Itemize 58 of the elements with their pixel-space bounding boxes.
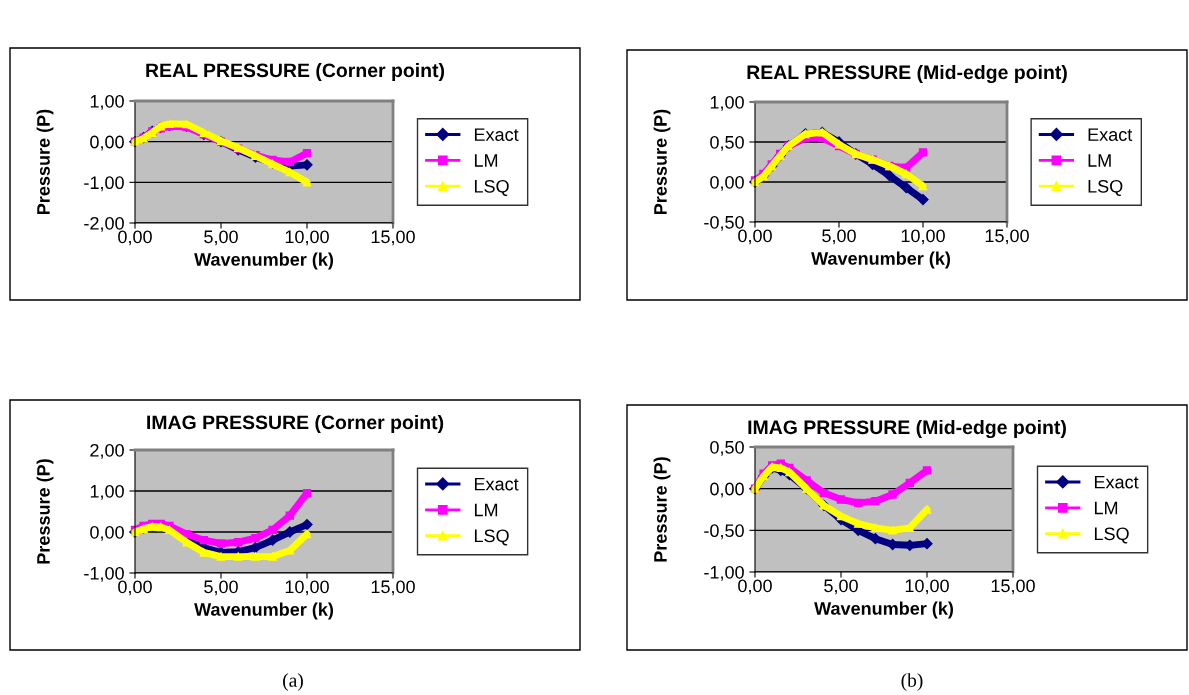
x-axis-title: Wavenumber (k) bbox=[814, 601, 953, 619]
y-tick-label: -1,00 bbox=[84, 566, 124, 582]
x-tick-label: 5,00 bbox=[204, 230, 238, 246]
legend-label: LSQ bbox=[474, 179, 509, 196]
y-axis-title: Pressure (P) bbox=[36, 109, 54, 214]
legend-label: Exact bbox=[1088, 128, 1133, 141]
y-axis-title: Pressure (P) bbox=[653, 457, 671, 562]
chart-title: REAL PRESSURE (Mid-edge point) bbox=[747, 64, 1067, 84]
legend-label: LM bbox=[1088, 154, 1111, 167]
x-tick-label: 10,00 bbox=[285, 580, 329, 596]
x-tick-label: 0,00 bbox=[118, 230, 152, 246]
y-tick-label: -1,00 bbox=[84, 176, 124, 192]
x-axis-title: Wavenumber (k) bbox=[194, 602, 333, 620]
x-tick-label: 5,00 bbox=[822, 229, 856, 245]
x-tick-label: 0,00 bbox=[738, 229, 772, 245]
chart-title: IMAG PRESSURE (Mid-edge point) bbox=[748, 419, 1066, 439]
x-tick-label: 5,00 bbox=[824, 579, 858, 595]
legend-label: Exact bbox=[1094, 475, 1139, 489]
x-tick-label: 15,00 bbox=[371, 580, 415, 596]
y-tick-label: 0,00 bbox=[90, 135, 124, 151]
y-tick-label: 0,50 bbox=[710, 440, 744, 456]
legend-label: LSQ bbox=[1088, 179, 1123, 196]
x-tick-label: 15,00 bbox=[991, 579, 1035, 595]
y-tick-label: 2,00 bbox=[90, 443, 124, 459]
y-tick-label: 0,00 bbox=[710, 482, 744, 498]
legend-label: LM bbox=[474, 154, 498, 167]
legend-label: Exact bbox=[474, 128, 519, 141]
x-tick-label: 15,00 bbox=[985, 229, 1029, 245]
legend-label: LM bbox=[474, 503, 498, 517]
x-tick-label: 0,00 bbox=[738, 579, 772, 595]
legend-label: Exact bbox=[474, 477, 519, 491]
legend-label: LSQ bbox=[474, 529, 509, 546]
x-tick-label: 10,00 bbox=[285, 230, 329, 246]
legend-label: LSQ bbox=[1094, 527, 1129, 544]
text: (b) bbox=[901, 673, 923, 691]
y-tick-label: 1,00 bbox=[90, 484, 124, 500]
y-tick-label: -1,00 bbox=[704, 565, 744, 581]
y-tick-label: -0,50 bbox=[704, 215, 744, 231]
y-tick-label: 0,00 bbox=[90, 525, 124, 541]
y-axis-title: Pressure (P) bbox=[653, 109, 671, 214]
chart-title: REAL PRESSURE (Corner point) bbox=[146, 62, 445, 82]
y-tick-label: 1,00 bbox=[90, 94, 124, 110]
x-tick-label: 5,00 bbox=[204, 580, 238, 596]
x-tick-label: 10,00 bbox=[901, 229, 945, 245]
chart-title: IMAG PRESSURE (Corner point) bbox=[147, 414, 444, 434]
x-tick-label: 10,00 bbox=[905, 579, 949, 595]
x-tick-label: 15,00 bbox=[371, 230, 415, 246]
text: (a) bbox=[283, 673, 303, 691]
legend-label: LM bbox=[1094, 501, 1118, 515]
x-tick-label: 0,00 bbox=[118, 580, 152, 596]
x-axis-title: Wavenumber (k) bbox=[811, 251, 950, 269]
y-tick-label: -0,50 bbox=[704, 524, 744, 540]
y-tick-label: -2,00 bbox=[84, 216, 124, 232]
y-axis-title: Pressure (P) bbox=[36, 459, 54, 564]
y-tick-label: 1,00 bbox=[710, 95, 744, 111]
x-axis-title: Wavenumber (k) bbox=[194, 252, 333, 270]
y-tick-label: 0,50 bbox=[710, 135, 744, 151]
y-tick-label: 0,00 bbox=[710, 175, 744, 191]
